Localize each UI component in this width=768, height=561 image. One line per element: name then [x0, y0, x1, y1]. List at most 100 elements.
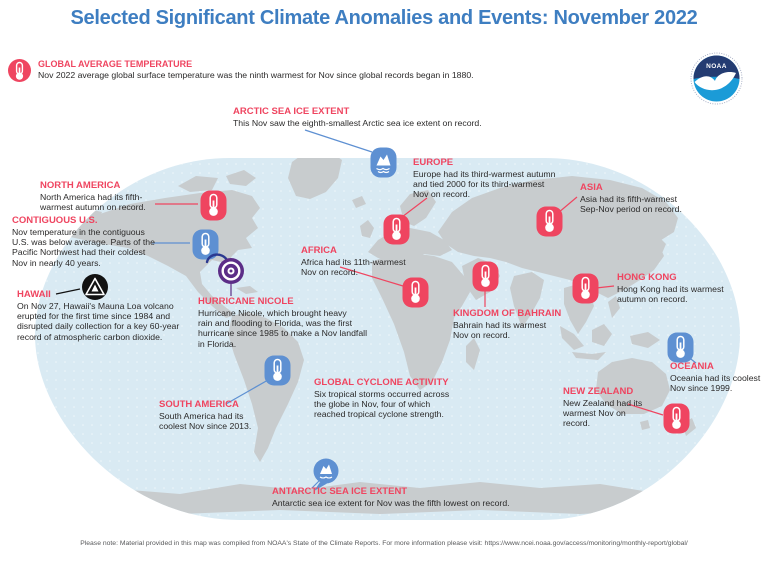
- scandinavia: [400, 190, 436, 226]
- annotation-global-cyclone-activity: GLOBAL CYCLONE ACTIVITY Six tropical stor…: [314, 378, 449, 420]
- cuba: [236, 286, 258, 294]
- borneo: [592, 324, 612, 346]
- connector-line: [627, 403, 664, 416]
- thermometer-icon: [200, 190, 227, 221]
- connector-line: [339, 266, 404, 287]
- page-title: Selected Significant Climate Anomalies a…: [70, 7, 698, 29]
- annotation-contiguous-us: CONTIGUOUS U.S. Nov temperature in the co…: [12, 216, 155, 268]
- java: [572, 352, 606, 360]
- annotation-heading: AFRICA: [301, 245, 337, 256]
- thermometer-icon: [536, 206, 563, 237]
- annotation-oceania: OCEANIA Oceania had its coolest Nov since…: [670, 361, 761, 394]
- annotation-heading: OCEANIA: [670, 361, 714, 372]
- connector-line: [401, 197, 428, 218]
- south-america-land: [228, 312, 304, 462]
- thermometer-icon: [264, 355, 291, 386]
- connector-line: [225, 379, 269, 405]
- annotation-north-america: NORTH AMERICA North America had its fifth…: [40, 180, 146, 213]
- annotation-hong-kong: HONG KONG Hong Kong had its warmest autum…: [617, 272, 724, 305]
- annotation-body: Antarctic sea ice extent for Nov was the…: [272, 498, 510, 508]
- new-guinea: [630, 332, 660, 348]
- thermometer-icon: [667, 332, 694, 363]
- annotation-body: Asia had its fifth-warmest Sep-Nov perio…: [580, 194, 682, 215]
- annotation-europe: EUROPE Europe had its third-warmest autum…: [413, 158, 555, 200]
- annotation-heading: EUROPE: [413, 157, 454, 168]
- philippines: [608, 296, 620, 318]
- hurricane-icon: [201, 250, 247, 288]
- sumatra: [560, 326, 584, 350]
- india: [510, 272, 544, 328]
- annotation-body: Six tropical storms occurred across the …: [314, 389, 450, 420]
- greenland: [288, 158, 342, 199]
- british-isles: [360, 220, 374, 238]
- thermometer-icon: [7, 58, 32, 88]
- thermometer-icon: [192, 229, 219, 260]
- annotation-hawaii: HAWAII On Nov 27, Hawaii's Mauna Loa volc…: [17, 290, 179, 342]
- connector-line: [55, 288, 81, 295]
- annotation-heading: HAWAII: [17, 289, 51, 300]
- annotation-africa: AFRICA Africa had its 11th-warmest Nov on…: [301, 245, 406, 278]
- thermometer-icon: [572, 273, 599, 304]
- madagascar: [466, 338, 480, 370]
- thermometer-icon: [472, 261, 499, 292]
- annotation-heading: NORTH AMERICA: [40, 180, 121, 191]
- annotation-body: Oceania had its coolest Nov since 1999.: [670, 373, 761, 394]
- annotation-arctic-sea-ice: ARCTIC SEA ICE EXTENT This Nov saw the ei…: [233, 106, 482, 129]
- japan: [646, 236, 666, 268]
- arctic-islands: [178, 176, 218, 192]
- annotation-heading: GLOBAL CYCLONE ACTIVITY: [314, 377, 449, 388]
- annotation-body: Africa had its 11th-warmest Nov on recor…: [301, 257, 406, 278]
- annotation-antarctic-sea-ice: ANTARCTIC SEA ICE EXTENT Antarctic sea ic…: [272, 486, 510, 509]
- antarctica-land: [92, 482, 700, 514]
- annotation-heading: KINGDOM OF BAHRAIN: [453, 308, 562, 319]
- thermometer-icon: [402, 277, 429, 308]
- annotation-heading: HURRICANE NICOLE: [198, 296, 294, 307]
- annotation-body: On Nov 27, Hawaii's Mauna Loa volcano er…: [17, 301, 180, 342]
- annotation-body: Hurricane Nicole, which brought heavy ra…: [198, 308, 368, 349]
- arctic-islands: [226, 170, 256, 186]
- australia-land: [596, 358, 670, 414]
- annotation-body: North America had its fifth- warmest aut…: [40, 192, 146, 213]
- annotation-asia: ASIA Asia had its fifth-warmest Sep-Nov p…: [580, 182, 682, 215]
- annotation-body: Europe had its third-warmest autumn and …: [413, 169, 556, 200]
- thermometer-icon: [383, 214, 410, 245]
- annotation-heading: SOUTH AMERICA: [159, 399, 239, 410]
- global-summary-body: Nov 2022 average global surface temperat…: [38, 70, 474, 80]
- ice-icon: [370, 147, 397, 178]
- connector-line: [304, 129, 373, 153]
- africa-land: [372, 253, 470, 390]
- annotation-body: Bahrain had its warmest Nov on record.: [453, 320, 547, 341]
- global-summary: GLOBAL AVERAGE TEMPERATURE Nov 2022 aver…: [7, 58, 474, 88]
- noaa-logo: NOAA: [688, 50, 745, 107]
- global-summary-heading: GLOBAL AVERAGE TEMPERATURE: [38, 59, 193, 69]
- annotation-body: Nov temperature in the contiguous U.S. w…: [12, 227, 155, 268]
- annotation-hurricane-nicole: HURRICANE NICOLE Hurricane Nicole, which …: [198, 297, 367, 349]
- annotation-heading: HONG KONG: [617, 272, 677, 283]
- annotation-body: Hong Kong had its warmest autumn on reco…: [617, 284, 724, 305]
- connector-line: [595, 285, 615, 289]
- annotation-heading: ASIA: [580, 182, 603, 193]
- iceland: [352, 196, 366, 208]
- ice-pin-icon: [311, 457, 341, 495]
- annotation-heading: CONTIGUOUS U.S.: [12, 215, 98, 226]
- annotation-heading: NEW ZEALAND: [563, 386, 634, 397]
- annotation-body: New Zealand had its warmest Nov on recor…: [563, 398, 643, 429]
- connector-line: [311, 479, 321, 489]
- volcano-icon: [81, 273, 109, 301]
- annotation-kingdom-of-bahrain: KINGDOM OF BAHRAIN Bahrain had its warmes…: [453, 308, 562, 341]
- connector-line: [557, 196, 578, 214]
- thermometer-icon: [663, 403, 690, 434]
- annotation-heading: ARCTIC SEA ICE EXTENT: [233, 106, 350, 117]
- annotation-heading: ANTARCTIC SEA ICE EXTENT: [272, 486, 408, 497]
- asia-land: [438, 176, 678, 298]
- north-america-land: [66, 190, 260, 318]
- tasmania: [640, 420, 650, 430]
- noaa-gull-icon: [694, 71, 736, 91]
- annotation-body: This Nov saw the eighth-smallest Arctic …: [233, 118, 482, 128]
- annotation-body: South America had its coolest Nov since …: [159, 411, 252, 432]
- annotation-south-america: SOUTH AMERICA South America had its coole…: [159, 399, 252, 432]
- noaa-logo-label: NOAA: [706, 63, 727, 70]
- footer-note: Please note: Material provided in this m…: [80, 540, 688, 547]
